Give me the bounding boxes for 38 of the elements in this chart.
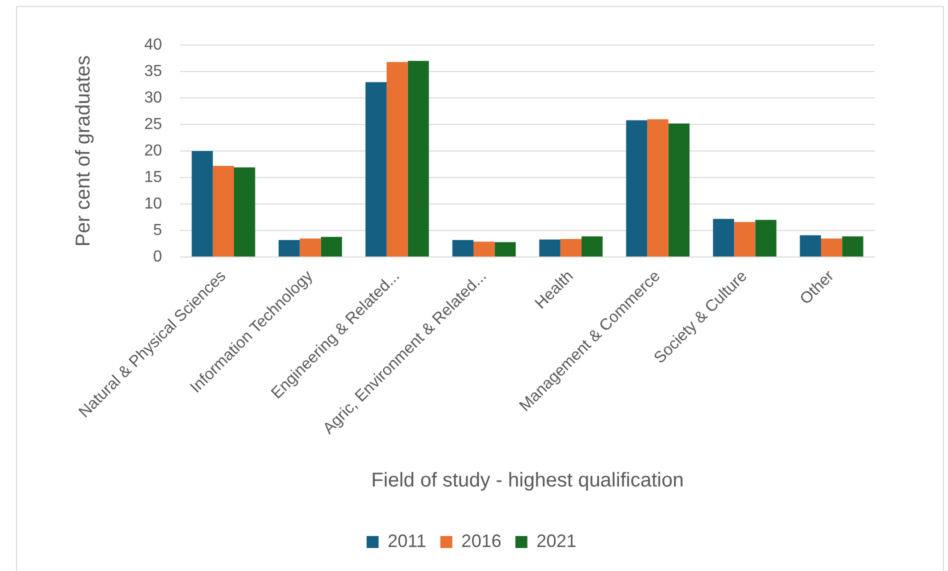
bar — [842, 236, 864, 256]
bar — [494, 242, 516, 256]
bar — [582, 236, 603, 256]
bar — [365, 82, 387, 256]
y-tick-label: 35 — [144, 62, 162, 80]
y-tick-label: 25 — [144, 116, 162, 133]
legend-label: 2011 — [388, 530, 426, 551]
bar — [626, 120, 648, 256]
bar — [212, 166, 234, 256]
y-tick-label: 20 — [144, 142, 162, 160]
bar — [755, 220, 776, 256]
y-tick-label: 10 — [144, 195, 162, 212]
bar — [800, 235, 821, 256]
x-axis-title: Field of study - highest qualification — [371, 470, 684, 492]
bar — [560, 238, 582, 256]
bar — [712, 218, 734, 256]
y-tick-label: 30 — [144, 89, 162, 106]
y-tick-label: 5 — [153, 222, 162, 239]
legend-label: 2016 — [461, 530, 502, 551]
bar — [473, 242, 495, 256]
bar — [192, 151, 213, 256]
bar — [408, 60, 429, 256]
bar — [668, 123, 690, 256]
bar — [300, 238, 321, 256]
bar — [539, 240, 560, 256]
bar — [820, 238, 842, 256]
bar — [647, 119, 668, 256]
y-tick-label: 40 — [144, 36, 162, 54]
bar — [320, 236, 342, 256]
bar — [734, 222, 756, 256]
bar — [386, 62, 408, 256]
bar — [234, 167, 256, 256]
y-tick-label: 0 — [153, 248, 162, 266]
y-axis-title: Per cent of graduates — [72, 55, 95, 247]
bar — [278, 240, 300, 256]
bar — [452, 240, 474, 256]
legend-label: 2021 — [536, 530, 576, 551]
y-tick-label: 15 — [144, 168, 162, 186]
